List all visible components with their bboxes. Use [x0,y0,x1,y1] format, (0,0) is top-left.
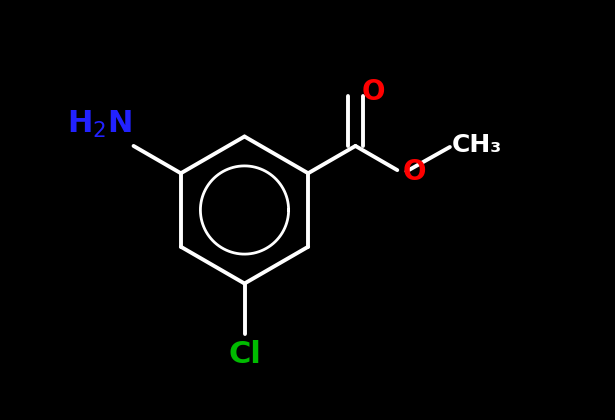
Text: O: O [362,78,385,106]
Text: O: O [402,158,426,186]
Text: H$_2$N: H$_2$N [66,108,132,139]
Text: Cl: Cl [228,340,261,369]
Text: CH₃: CH₃ [452,133,502,157]
